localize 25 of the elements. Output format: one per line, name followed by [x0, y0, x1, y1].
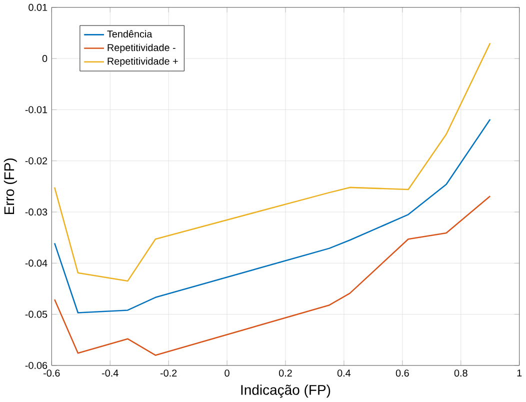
- x-axis-title: Indicação (FP): [241, 384, 330, 398]
- line-series: [54, 196, 491, 356]
- y-tick-label: 0: [42, 55, 48, 62]
- x-tick-label: 0.6: [396, 370, 409, 377]
- x-tick-label: 1: [517, 370, 522, 377]
- y-axis-title: Erro (FP): [4, 158, 17, 214]
- y-tick-label: -0.03: [25, 208, 48, 216]
- legend-label: Repetitividade -: [108, 44, 176, 54]
- y-tick-label: -0.05: [25, 311, 48, 318]
- line-series: [54, 42, 491, 282]
- x-tick-label: 0.8: [454, 370, 468, 377]
- legend-label: Tendência: [107, 30, 152, 38]
- y-tick-label: 0.01: [28, 4, 48, 12]
- y-tick-label: -0.01: [25, 106, 48, 114]
- x-tick-label: 0.4: [337, 370, 351, 377]
- x-tick-label: -0.6: [44, 370, 60, 377]
- x-tick-label: 0: [224, 370, 230, 377]
- y-tick-label: -0.04: [25, 260, 48, 267]
- y-tick-label: -0.02: [25, 158, 48, 165]
- x-tick-label: -0.2: [160, 370, 177, 377]
- y-tick-label: -0.06: [25, 362, 48, 370]
- legend-label: Repetitividade +: [108, 58, 178, 67]
- line-series: [54, 118, 491, 314]
- x-tick-label: -0.4: [102, 370, 118, 377]
- x-tick-label: 0.2: [278, 370, 292, 377]
